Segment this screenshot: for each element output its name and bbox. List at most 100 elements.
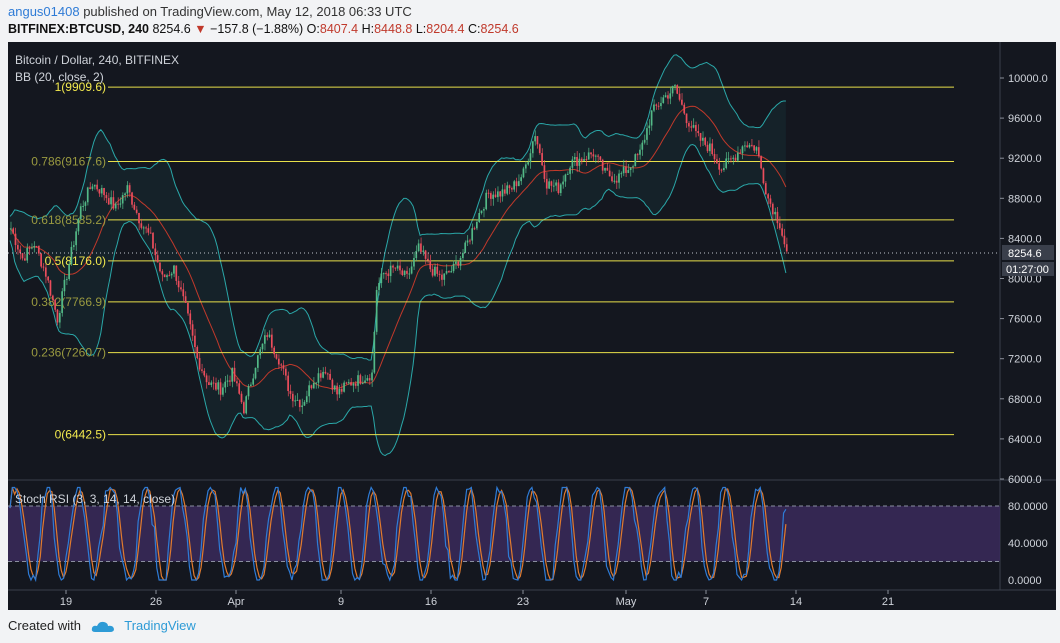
candle-body bbox=[420, 243, 422, 252]
candle-body bbox=[58, 312, 61, 323]
candle-body bbox=[527, 162, 529, 165]
candle-body bbox=[196, 346, 199, 359]
candle-body bbox=[254, 367, 257, 379]
candle-body bbox=[119, 203, 122, 205]
chart-panel[interactable]: 1(9909.6) 0.786(9167.6) 0.618(8585.2) 0.5(8… bbox=[8, 42, 1056, 610]
candle-body bbox=[26, 247, 29, 261]
candle-body bbox=[750, 144, 753, 146]
candle-body bbox=[319, 373, 322, 378]
candle-body bbox=[180, 287, 182, 290]
candle-body bbox=[709, 143, 711, 152]
candle-body bbox=[480, 210, 483, 214]
low-label: L: bbox=[415, 22, 427, 36]
candle-body bbox=[524, 164, 527, 169]
candle-body bbox=[422, 250, 425, 252]
fib-label: 0(6442.5) bbox=[55, 428, 106, 442]
candle-body bbox=[371, 372, 373, 381]
candle-body bbox=[380, 273, 383, 284]
candle-body bbox=[585, 159, 588, 161]
candle-body bbox=[627, 169, 630, 173]
candle-body bbox=[492, 194, 495, 199]
candle-body bbox=[431, 269, 434, 276]
y-tick-label: 8000.0 bbox=[1008, 274, 1042, 286]
candle-body bbox=[354, 383, 357, 386]
x-tick-label: 9 bbox=[338, 596, 344, 608]
candle-body bbox=[557, 182, 560, 194]
candle-body bbox=[755, 147, 758, 151]
candle-body bbox=[61, 291, 63, 313]
candle-body bbox=[345, 382, 348, 384]
candle-body bbox=[208, 382, 210, 386]
candle-body bbox=[543, 165, 546, 179]
candle-body bbox=[734, 157, 737, 161]
candle-body bbox=[54, 299, 56, 310]
candle-body bbox=[98, 189, 101, 194]
candle-body bbox=[338, 388, 341, 395]
price-change: −157.8 (−1.88%) bbox=[210, 22, 304, 36]
candle-body bbox=[776, 211, 779, 224]
candle-body bbox=[496, 191, 499, 198]
candle-body bbox=[21, 253, 24, 259]
candle-body bbox=[282, 365, 285, 369]
candle-body bbox=[187, 302, 189, 314]
candle-body bbox=[105, 195, 108, 199]
candle-body bbox=[555, 182, 557, 186]
high-value: 8448.8 bbox=[374, 22, 413, 36]
candle-body bbox=[236, 381, 238, 384]
candle-body bbox=[70, 246, 73, 265]
candle-body bbox=[506, 185, 508, 194]
candle-body bbox=[247, 386, 250, 397]
fib-label: 0.786(9167.6) bbox=[31, 154, 106, 168]
candle-body bbox=[128, 185, 131, 193]
candle-body bbox=[107, 198, 110, 205]
candle-body bbox=[63, 279, 66, 292]
candle-body bbox=[84, 202, 87, 206]
price-chart[interactable]: 1(9909.6) 0.786(9167.6) 0.618(8585.2) 0.5(8… bbox=[8, 42, 1056, 610]
candle-body bbox=[457, 261, 460, 266]
y-tick-label: 7600.0 bbox=[1008, 314, 1042, 326]
y-tick-label: 10000.0 bbox=[1008, 73, 1048, 85]
candle-body bbox=[688, 123, 690, 127]
candle-body bbox=[394, 267, 397, 269]
symbol-label: BITFINEX:BTCUSD, 240 bbox=[8, 22, 149, 36]
tradingview-brand[interactable]: TradingView bbox=[124, 618, 196, 633]
candle-body bbox=[82, 205, 84, 207]
fib-label: 0.618(8585.2) bbox=[31, 213, 106, 227]
candle-body bbox=[375, 290, 378, 332]
candle-body bbox=[47, 276, 49, 281]
candle-body bbox=[762, 168, 765, 184]
candle-body bbox=[19, 249, 22, 254]
candle-body bbox=[664, 95, 667, 98]
candle-body bbox=[289, 391, 292, 394]
candle-body bbox=[639, 149, 641, 155]
candle-body bbox=[329, 374, 331, 380]
candle-body bbox=[212, 382, 215, 384]
candle-body bbox=[378, 283, 380, 291]
candle-body bbox=[28, 247, 31, 249]
candle-body bbox=[683, 104, 686, 114]
candle-body bbox=[646, 128, 648, 140]
candle-body bbox=[725, 158, 728, 169]
candle-body bbox=[12, 228, 15, 234]
stoch-legend: Stoch RSI (3, 3, 14, 14, close) bbox=[15, 492, 176, 506]
candle-body bbox=[175, 265, 178, 281]
countdown-label: 01:27:00 bbox=[1006, 264, 1049, 276]
candle-body bbox=[438, 273, 441, 275]
candle-body bbox=[205, 375, 208, 383]
bb-fill bbox=[10, 54, 786, 456]
candle-body bbox=[56, 309, 59, 323]
candle-body bbox=[573, 156, 576, 160]
candle-body bbox=[767, 194, 769, 199]
candle-body bbox=[77, 218, 80, 232]
author-link[interactable]: angus01408 bbox=[8, 4, 80, 19]
candle-body bbox=[485, 192, 488, 210]
candle-body bbox=[452, 263, 455, 272]
candle-body bbox=[746, 145, 748, 148]
candle-body bbox=[583, 159, 585, 161]
candle-body bbox=[538, 144, 541, 154]
candle-body bbox=[154, 248, 157, 256]
candle-body bbox=[429, 260, 432, 270]
candle-body bbox=[382, 273, 385, 275]
candle-body bbox=[657, 105, 660, 107]
candle-body bbox=[695, 125, 697, 132]
